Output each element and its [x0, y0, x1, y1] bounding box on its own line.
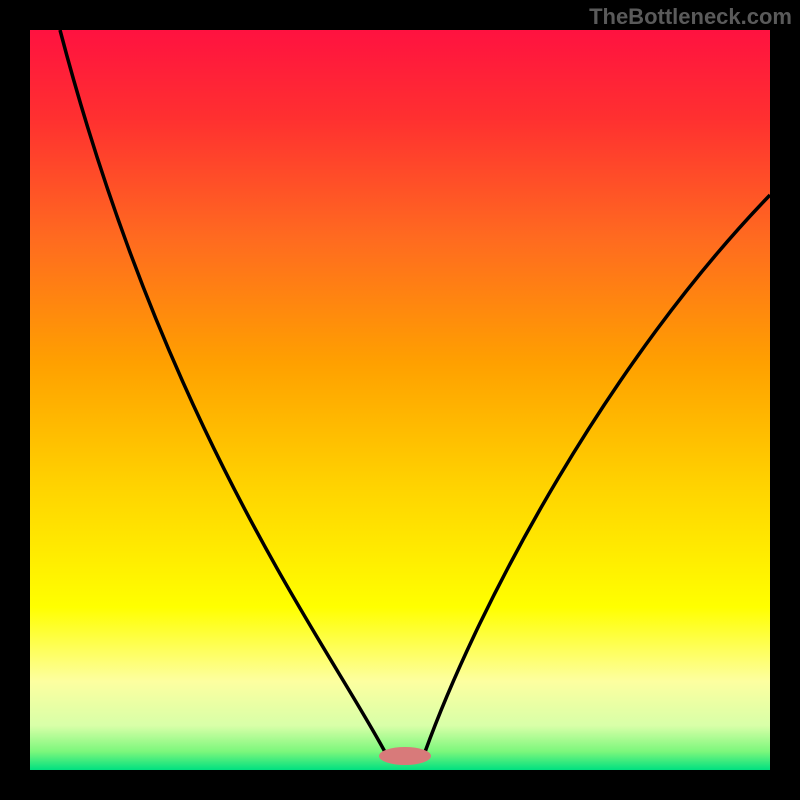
valley-marker — [379, 747, 431, 765]
bottleneck-chart: TheBottleneck.com — [0, 0, 800, 800]
watermark-text: TheBottleneck.com — [589, 4, 792, 30]
plot-background — [30, 30, 770, 770]
chart-svg — [0, 0, 800, 800]
